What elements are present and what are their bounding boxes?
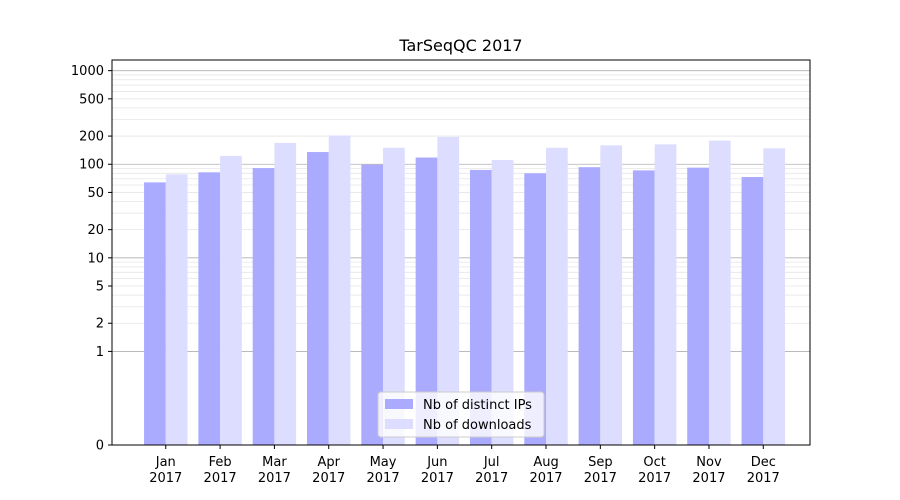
x-tick-label: Sep 2017 <box>584 455 617 486</box>
y-tick-label: 0 <box>96 439 104 454</box>
bar-ips-11 <box>741 177 764 446</box>
bar-ips-7 <box>524 173 547 445</box>
legend: Nb of distinct IPs Nb of downloads <box>377 391 545 438</box>
bar-ips-5 <box>415 157 438 445</box>
bar-downloads-2 <box>274 142 297 445</box>
bar-ips-9 <box>632 170 655 445</box>
x-tick-label: Mar 2017 <box>258 455 291 486</box>
chart-title: TarSeqQC 2017 <box>398 36 522 55</box>
bar-downloads-9 <box>654 144 677 445</box>
bar-ips-0 <box>144 182 166 445</box>
y-tick-label: 500 <box>79 92 104 107</box>
bar-ips-2 <box>252 168 275 445</box>
y-tick-label: 20 <box>87 223 104 238</box>
y-tick-label: 5 <box>96 280 104 295</box>
bar-ips-4 <box>361 164 384 445</box>
bars <box>144 135 786 446</box>
x-tick-label: Feb 2017 <box>204 455 237 486</box>
y-axis: 0 1 2 5 10 20 50 100 200 500 1000 <box>71 64 112 454</box>
bar-downloads-6 <box>491 160 514 445</box>
bar-downloads-5 <box>437 136 460 446</box>
legend-label: Nb of downloads <box>423 418 532 433</box>
bar-downloads-0 <box>165 174 188 445</box>
y-tick-label: 100 <box>79 158 104 173</box>
bar-ips-1 <box>198 172 221 446</box>
y-tick-label: 50 <box>87 186 104 201</box>
bar-ips-8 <box>578 167 601 446</box>
x-tick-label: Aug 2017 <box>529 455 562 486</box>
x-axis: Jan 2017 Feb 2017 Mar 2017 Apr 2017 May 2017 Jun 20… <box>149 445 780 486</box>
y-tick-label: 200 <box>79 130 104 145</box>
bar-downloads-11 <box>763 148 786 446</box>
x-tick-label: Jun 2017 <box>421 455 454 486</box>
bar-ips-10 <box>687 167 709 445</box>
plot-frame <box>111 59 811 446</box>
x-tick-label: Apr 2017 <box>312 455 345 486</box>
x-tick-label: May 2017 <box>367 455 400 486</box>
y-tick-label: 1 <box>96 345 104 360</box>
x-tick-label: Dec 2017 <box>747 455 780 486</box>
legend-box <box>377 391 545 438</box>
x-tick-label: Jul 2017 <box>475 455 508 486</box>
bar-downloads-8 <box>600 145 623 445</box>
x-tick-label: Oct 2017 <box>638 455 671 486</box>
legend-swatch <box>385 419 413 429</box>
bar-downloads-10 <box>708 140 731 446</box>
x-tick-label: Nov 2017 <box>692 455 725 486</box>
x-tick-label: Jan 2017 <box>149 455 182 486</box>
bar-downloads-1 <box>220 155 242 445</box>
legend-swatch <box>385 399 413 409</box>
y-tick-label: 1000 <box>71 64 104 79</box>
bar-downloads-3 <box>328 135 351 445</box>
bar-downloads-7 <box>546 147 568 445</box>
legend-label: Nb of distinct IPs <box>423 398 532 413</box>
bar-downloads-4 <box>383 147 405 445</box>
bar-ips-6 <box>469 169 492 445</box>
y-tick-label: 2 <box>96 317 104 332</box>
bar-ips-3 <box>307 152 329 445</box>
y-tick-label: 10 <box>87 251 104 266</box>
